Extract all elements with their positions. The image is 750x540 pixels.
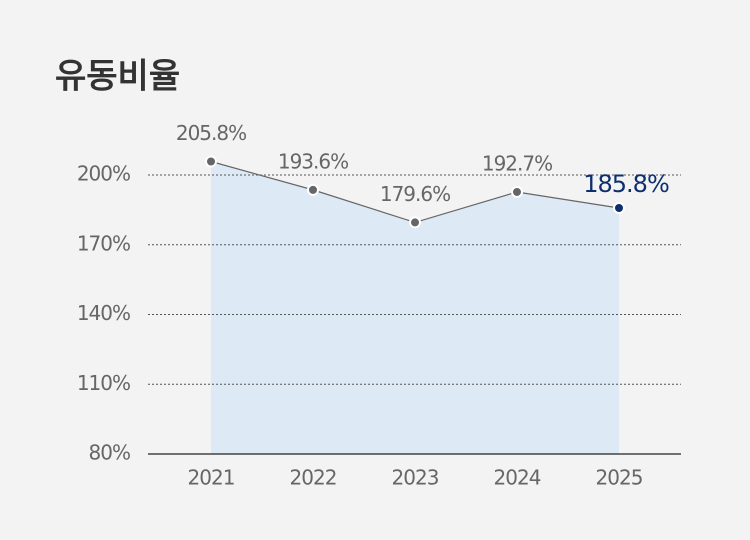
x-tick-label: 2021 — [188, 466, 235, 490]
x-tick-label: 2022 — [290, 466, 337, 490]
x-tick-label: 2023 — [392, 466, 439, 490]
x-tick-label: 2025 — [596, 466, 643, 490]
y-tick-label: 140% — [77, 301, 130, 325]
point — [409, 216, 421, 229]
value-label: 179.6% — [380, 182, 450, 206]
value-label: 205.8% — [176, 121, 246, 145]
area — [211, 161, 619, 454]
y-tick-label: 200% — [77, 162, 130, 186]
point — [307, 183, 319, 196]
point — [511, 185, 523, 198]
point — [613, 202, 625, 215]
value-label: 193.6% — [278, 149, 348, 173]
y-tick-label: 170% — [77, 231, 130, 255]
x-tick-label: 2024 — [494, 466, 541, 490]
value-label: 185.8% — [583, 170, 669, 198]
point — [205, 155, 217, 168]
value-label: 192.7% — [482, 151, 552, 175]
y-tick-label: 80% — [89, 441, 130, 465]
chart-title: 유동비율 — [55, 57, 180, 97]
y-tick-label: 110% — [77, 371, 130, 395]
